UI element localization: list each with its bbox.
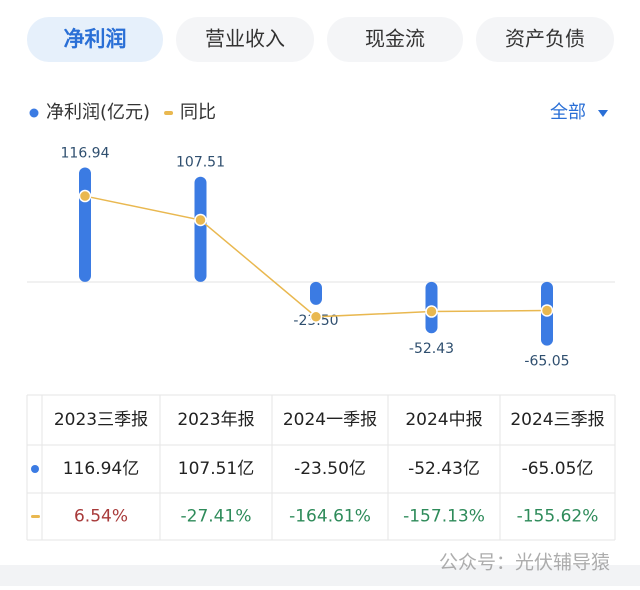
- table-cell: -157.13%: [403, 507, 485, 527]
- table-header: 2023年报: [177, 410, 254, 430]
- legend-label: 净利润(亿元): [46, 102, 150, 123]
- line-point: [309, 310, 323, 324]
- table-header: 2023三季报: [54, 410, 148, 430]
- table-cell: -155.62%: [517, 507, 599, 527]
- line-point: [194, 213, 207, 227]
- watermark: 公众号：光伏辅导猿: [439, 552, 610, 574]
- table-header: 2024一季报: [283, 410, 377, 430]
- table-header: 2024三季报: [510, 410, 604, 430]
- filter[interactable]: 全部: [550, 102, 586, 123]
- line-point: [425, 305, 438, 318]
- legend-swatch: [29, 108, 39, 118]
- table-cell: -164.61%: [289, 507, 371, 527]
- line-point: [540, 304, 554, 317]
- bar: [79, 167, 91, 282]
- dropdown-arrow[interactable]: [598, 110, 608, 117]
- table-header: 2024中报: [405, 410, 482, 430]
- table-cell: -52.43亿: [408, 459, 480, 479]
- legend-label: 同比: [180, 102, 216, 123]
- table-cell: -27.41%: [181, 507, 252, 527]
- tab[interactable]: 净利润: [64, 27, 127, 51]
- footer-bg: [0, 565, 640, 586]
- bar: [194, 176, 207, 282]
- table-cell: 107.51亿: [178, 459, 254, 479]
- value-label: 107.51: [176, 155, 225, 171]
- tab-bg[interactable]: [27, 17, 163, 62]
- table-cell: 116.94亿: [63, 459, 139, 479]
- value-label: -52.43: [409, 341, 454, 357]
- tab-bg[interactable]: [327, 17, 463, 62]
- line-point: [78, 189, 92, 203]
- tab-bg[interactable]: [476, 17, 614, 62]
- table-cell: 6.54%: [74, 507, 128, 527]
- bar: [310, 281, 322, 305]
- tab[interactable]: 现金流: [365, 27, 425, 51]
- row-marker: [31, 465, 39, 473]
- legend-swatch: [164, 111, 174, 115]
- tab-bg[interactable]: [176, 17, 314, 62]
- tab[interactable]: 营业收入: [205, 27, 285, 51]
- row-marker: [31, 515, 40, 518]
- table-cell: -23.50亿: [294, 459, 366, 479]
- value-label: 116.94: [61, 145, 110, 161]
- value-label: -65.05: [524, 354, 569, 370]
- table-cell: -65.05亿: [522, 459, 594, 479]
- tab[interactable]: 资产负债: [505, 27, 585, 51]
